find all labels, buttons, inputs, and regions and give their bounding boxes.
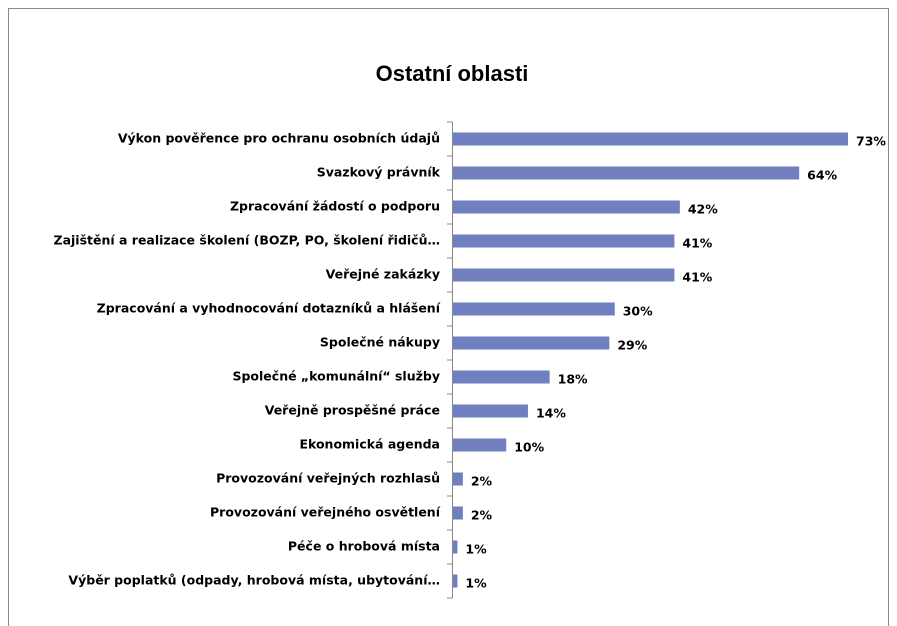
bar	[453, 132, 848, 146]
bar	[453, 166, 800, 180]
value-label: 42%	[688, 202, 718, 217]
value-label: 64%	[807, 168, 837, 183]
category-label: Provozování veřejného osvětlení	[210, 505, 441, 520]
bar	[453, 370, 550, 384]
bar	[453, 438, 507, 452]
bar	[453, 574, 458, 588]
chart-title: Ostatní oblasti	[376, 61, 529, 86]
value-label: 30%	[623, 304, 653, 319]
value-label: 73%	[856, 134, 886, 149]
bar	[453, 472, 463, 486]
bar	[453, 506, 463, 520]
bar	[453, 234, 675, 248]
category-label: Společné nákupy	[320, 335, 440, 350]
bar	[453, 268, 675, 282]
category-label: Zpracování a vyhodnocování dotazníků a h…	[97, 301, 441, 316]
value-label: 41%	[682, 236, 712, 251]
bar	[453, 302, 615, 316]
category-label: Svazkový právník	[317, 165, 441, 180]
category-label: Výběr poplatků (odpady, hrobová místa, u…	[68, 573, 440, 588]
value-label: 18%	[558, 372, 588, 387]
chart-frame	[8, 8, 889, 626]
value-label: 2%	[471, 508, 493, 523]
category-label: Péče o hrobová místa	[288, 539, 440, 554]
category-label: Provozování veřejných rozhlasů	[216, 471, 440, 486]
category-label: Zajištění a realizace školení (BOZP, PO,…	[54, 233, 441, 248]
value-label: 1%	[465, 576, 487, 591]
value-label: 1%	[465, 542, 487, 557]
category-label: Veřejně prospěšné práce	[265, 403, 440, 418]
bar	[453, 540, 458, 554]
value-label: 41%	[682, 270, 712, 285]
bar	[453, 336, 610, 350]
value-label: 10%	[514, 440, 544, 455]
value-label: 29%	[617, 338, 647, 353]
value-label: 2%	[471, 474, 493, 489]
bar	[453, 200, 680, 214]
category-label: Veřejné zakázky	[326, 267, 440, 282]
category-label: Ekonomická agenda	[299, 437, 440, 452]
category-label: Výkon pověřence pro ochranu osobních úda…	[118, 131, 440, 146]
value-label: 14%	[536, 406, 566, 421]
category-label: Zpracování žádostí o podporu	[230, 199, 440, 214]
bar	[453, 404, 528, 418]
category-label: Společné „komunální“ služby	[232, 369, 440, 384]
